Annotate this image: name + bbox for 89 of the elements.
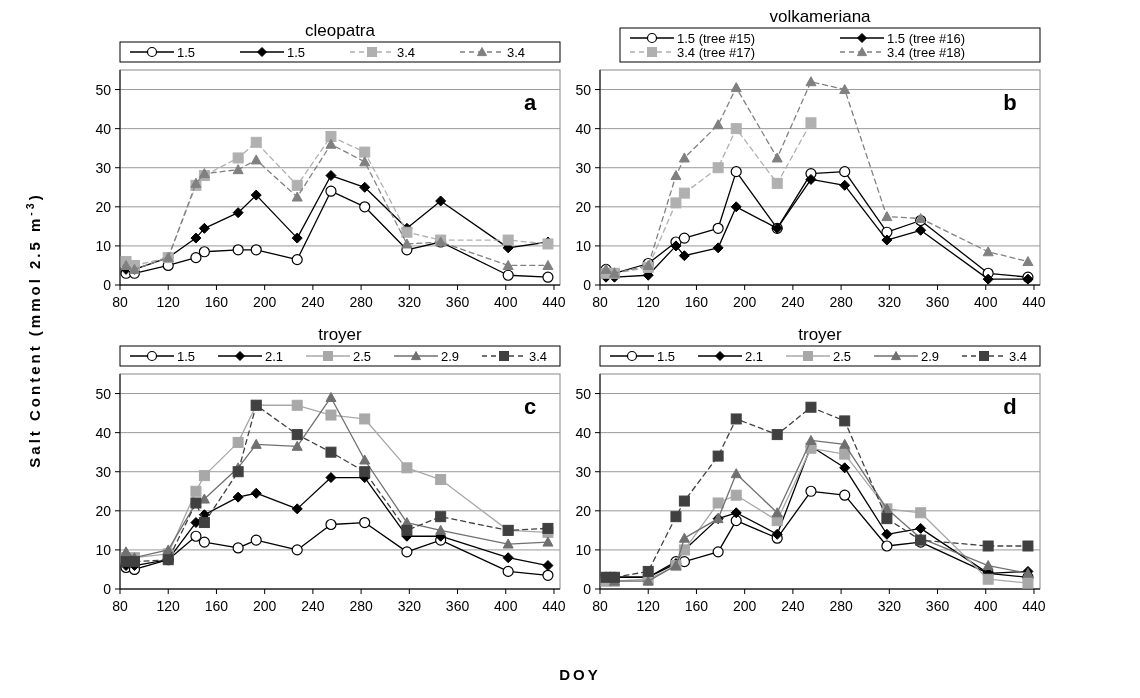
legend-label: 3.4 xyxy=(397,44,416,60)
y-tick-label: 40 xyxy=(575,424,592,441)
x-tick-label: 200 xyxy=(252,294,277,310)
x-tick-label: 120 xyxy=(636,294,661,310)
x-tick-label: 80 xyxy=(592,294,608,310)
x-tick-label: 240 xyxy=(781,598,805,614)
legend-label: 2.9 xyxy=(441,348,460,364)
y-tick-label: 30 xyxy=(575,159,592,176)
x-tick-label: 400 xyxy=(494,598,518,614)
x-tick-label: 120 xyxy=(156,294,181,310)
legend-label: 2.5 xyxy=(833,348,852,364)
annotation: c xyxy=(523,394,537,419)
y-tick-label: 20 xyxy=(95,502,112,519)
x-tick-label: 240 xyxy=(301,294,325,310)
chart-title: troyer xyxy=(318,325,363,344)
chart-title: troyer xyxy=(798,325,843,344)
x-tick-label: 120 xyxy=(156,598,181,614)
x-tick-label: 80 xyxy=(592,598,608,614)
legend-label: 3.4 xyxy=(507,44,526,60)
x-tick-label: 320 xyxy=(397,294,422,310)
x-tick-label: 120 xyxy=(636,598,661,614)
y-tick-label: 30 xyxy=(95,463,112,480)
legend-label: 3.4 xyxy=(1009,348,1028,364)
legend-label: 2.9 xyxy=(921,348,940,364)
x-tick-label: 80 xyxy=(112,294,128,310)
annotation: b xyxy=(1003,90,1017,115)
x-tick-label: 280 xyxy=(349,294,373,310)
legend-label: 2.1 xyxy=(265,348,284,364)
x-tick-label: 440 xyxy=(542,294,566,310)
x-tick-label: 200 xyxy=(732,598,757,614)
x-tick-label: 320 xyxy=(877,598,902,614)
annotation: a xyxy=(523,90,537,115)
y-tick-label: 0 xyxy=(103,581,112,597)
x-tick-label: 440 xyxy=(1022,294,1046,310)
x-tick-label: 200 xyxy=(732,294,757,310)
y-tick-label: 40 xyxy=(95,424,112,441)
x-tick-label: 160 xyxy=(204,294,229,310)
y-tick-label: 50 xyxy=(95,81,112,98)
x-tick-label: 360 xyxy=(925,294,950,310)
y-tick-label: 0 xyxy=(583,277,592,293)
y-tick-label: 30 xyxy=(575,463,592,480)
y-tick-label: 40 xyxy=(575,120,592,137)
y-tick-label: 10 xyxy=(95,237,112,254)
x-tick-label: 400 xyxy=(494,294,518,310)
x-tick-label: 80 xyxy=(112,598,128,614)
legend-label: 1.5 xyxy=(177,348,196,364)
legend-label: 1.5 xyxy=(657,348,676,364)
x-tick-label: 360 xyxy=(925,598,950,614)
legend-label: 1.5 (tree #15) xyxy=(677,30,756,46)
y-tick-label: 10 xyxy=(575,541,592,558)
x-tick-label: 320 xyxy=(877,294,902,310)
y-tick-label: 10 xyxy=(95,541,112,558)
legend-label: 2.5 xyxy=(353,348,372,364)
annotation: d xyxy=(1003,394,1017,419)
chart-title: volkameriana xyxy=(769,7,872,26)
x-tick-label: 280 xyxy=(829,598,853,614)
x-tick-label: 240 xyxy=(301,598,325,614)
x-tick-label: 160 xyxy=(684,294,709,310)
legend-label: 1.5 xyxy=(177,44,196,60)
x-tick-label: 160 xyxy=(684,598,709,614)
x-tick-label: 360 xyxy=(445,294,470,310)
x-axis-title: DOY xyxy=(559,666,601,683)
y-tick-label: 20 xyxy=(575,502,592,519)
y-tick-label: 20 xyxy=(575,198,592,215)
x-tick-label: 440 xyxy=(1022,598,1046,614)
x-tick-label: 240 xyxy=(781,294,805,310)
legend-label: 1.5 xyxy=(287,44,306,60)
x-tick-label: 200 xyxy=(252,598,277,614)
y-tick-label: 40 xyxy=(95,120,112,137)
legend-label: 1.5 (tree #16) xyxy=(887,30,966,46)
y-tick-label: 50 xyxy=(575,385,592,402)
y-tick-label: 10 xyxy=(575,237,592,254)
legend-label: 2.1 xyxy=(745,348,764,364)
y-tick-label: 0 xyxy=(583,581,592,597)
y-tick-label: 50 xyxy=(575,81,592,98)
x-tick-label: 280 xyxy=(829,294,853,310)
x-tick-label: 400 xyxy=(974,294,998,310)
x-tick-label: 280 xyxy=(349,598,373,614)
chart-title: cleopatra xyxy=(305,21,376,40)
y-tick-label: 30 xyxy=(95,159,112,176)
x-tick-label: 440 xyxy=(542,598,566,614)
y-tick-label: 50 xyxy=(95,385,112,402)
y-tick-label: 0 xyxy=(103,277,112,293)
x-tick-label: 160 xyxy=(204,598,229,614)
legend-label: 3.4 xyxy=(529,348,548,364)
x-tick-label: 320 xyxy=(397,598,422,614)
y-tick-label: 20 xyxy=(95,198,112,215)
x-tick-label: 400 xyxy=(974,598,998,614)
x-tick-label: 360 xyxy=(445,598,470,614)
